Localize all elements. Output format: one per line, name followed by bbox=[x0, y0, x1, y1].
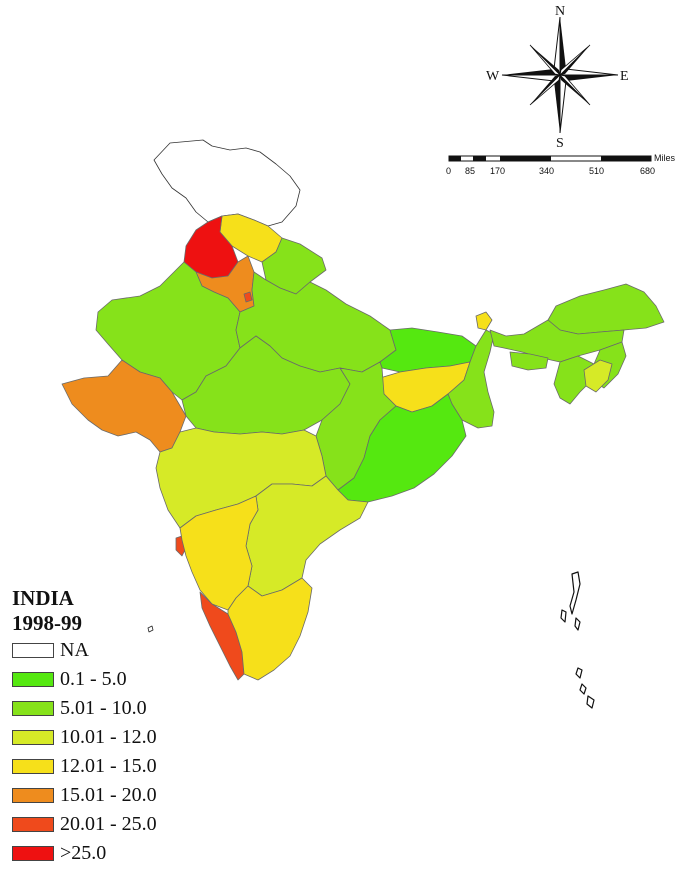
legend-item: 10.01 - 12.0 bbox=[12, 723, 212, 752]
region-mizoram bbox=[553, 355, 595, 405]
legend-item: NA bbox=[12, 636, 212, 665]
legend-swatch bbox=[12, 643, 54, 658]
map-legend: INDIA 1998-99 NA 0.1 - 5.0 5.01 - 10.0 10.0… bbox=[12, 586, 212, 868]
compass-east-label: E bbox=[620, 69, 629, 84]
legend-label: >25.0 bbox=[60, 842, 107, 864]
scale-bar: Miles 0 85 170 340 510 680 bbox=[446, 153, 676, 176]
region-andaman-islands bbox=[560, 571, 581, 631]
legend-swatch bbox=[12, 788, 54, 803]
region-odisha bbox=[337, 393, 467, 503]
compass-south-label: S bbox=[556, 136, 564, 151]
legend-label: 5.01 - 10.0 bbox=[60, 697, 147, 719]
region-tamil-nadu bbox=[227, 577, 313, 681]
legend-item: >25.0 bbox=[12, 839, 212, 868]
legend-swatch bbox=[12, 730, 54, 745]
legend-item: 12.01 - 15.0 bbox=[12, 752, 212, 781]
region-tripura bbox=[583, 359, 613, 393]
region-karnataka bbox=[179, 495, 259, 611]
region-sikkim bbox=[475, 311, 493, 331]
scale-tick-510: 510 bbox=[589, 166, 604, 176]
legend-swatch bbox=[12, 759, 54, 774]
legend-item: 15.01 - 20.0 bbox=[12, 781, 212, 810]
legend-label: NA bbox=[60, 639, 89, 661]
legend-item: 20.01 - 25.0 bbox=[12, 810, 212, 839]
legend-swatch bbox=[12, 846, 54, 861]
region-delhi bbox=[243, 291, 253, 303]
region-kerala bbox=[199, 591, 245, 681]
legend-item: 0.1 - 5.0 bbox=[12, 665, 212, 694]
scale-tick-170: 170 bbox=[490, 166, 505, 176]
scale-tick-680: 680 bbox=[640, 166, 655, 176]
legend-label: 15.01 - 20.0 bbox=[60, 784, 157, 806]
region-arunachal-pradesh bbox=[547, 283, 665, 335]
legend-label: 10.01 - 12.0 bbox=[60, 726, 157, 748]
scale-tick-0: 0 bbox=[446, 166, 451, 176]
compass-rose: N S E W bbox=[486, 4, 629, 151]
legend-label: 0.1 - 5.0 bbox=[60, 668, 127, 690]
legend-item: 5.01 - 10.0 bbox=[12, 694, 212, 723]
legend-swatch bbox=[12, 672, 54, 687]
legend-swatch bbox=[12, 701, 54, 716]
region-meghalaya bbox=[509, 351, 549, 371]
region-jammu-kashmir bbox=[153, 139, 301, 227]
scale-tick-340: 340 bbox=[539, 166, 554, 176]
legend-label: 12.01 - 15.0 bbox=[60, 755, 157, 777]
legend-subtitle: 1998-99 bbox=[12, 611, 82, 635]
scale-tick-85: 85 bbox=[465, 166, 475, 176]
compass-north-label: N bbox=[555, 4, 565, 19]
legend-label: 20.01 - 25.0 bbox=[60, 813, 157, 835]
legend-swatch bbox=[12, 817, 54, 832]
region-lakshadweep bbox=[147, 625, 154, 633]
legend-title: INDIA bbox=[12, 586, 74, 610]
region-nicobar-islands bbox=[575, 667, 595, 709]
scale-unit-label: Miles bbox=[654, 153, 676, 163]
compass-west-label: W bbox=[486, 69, 500, 84]
